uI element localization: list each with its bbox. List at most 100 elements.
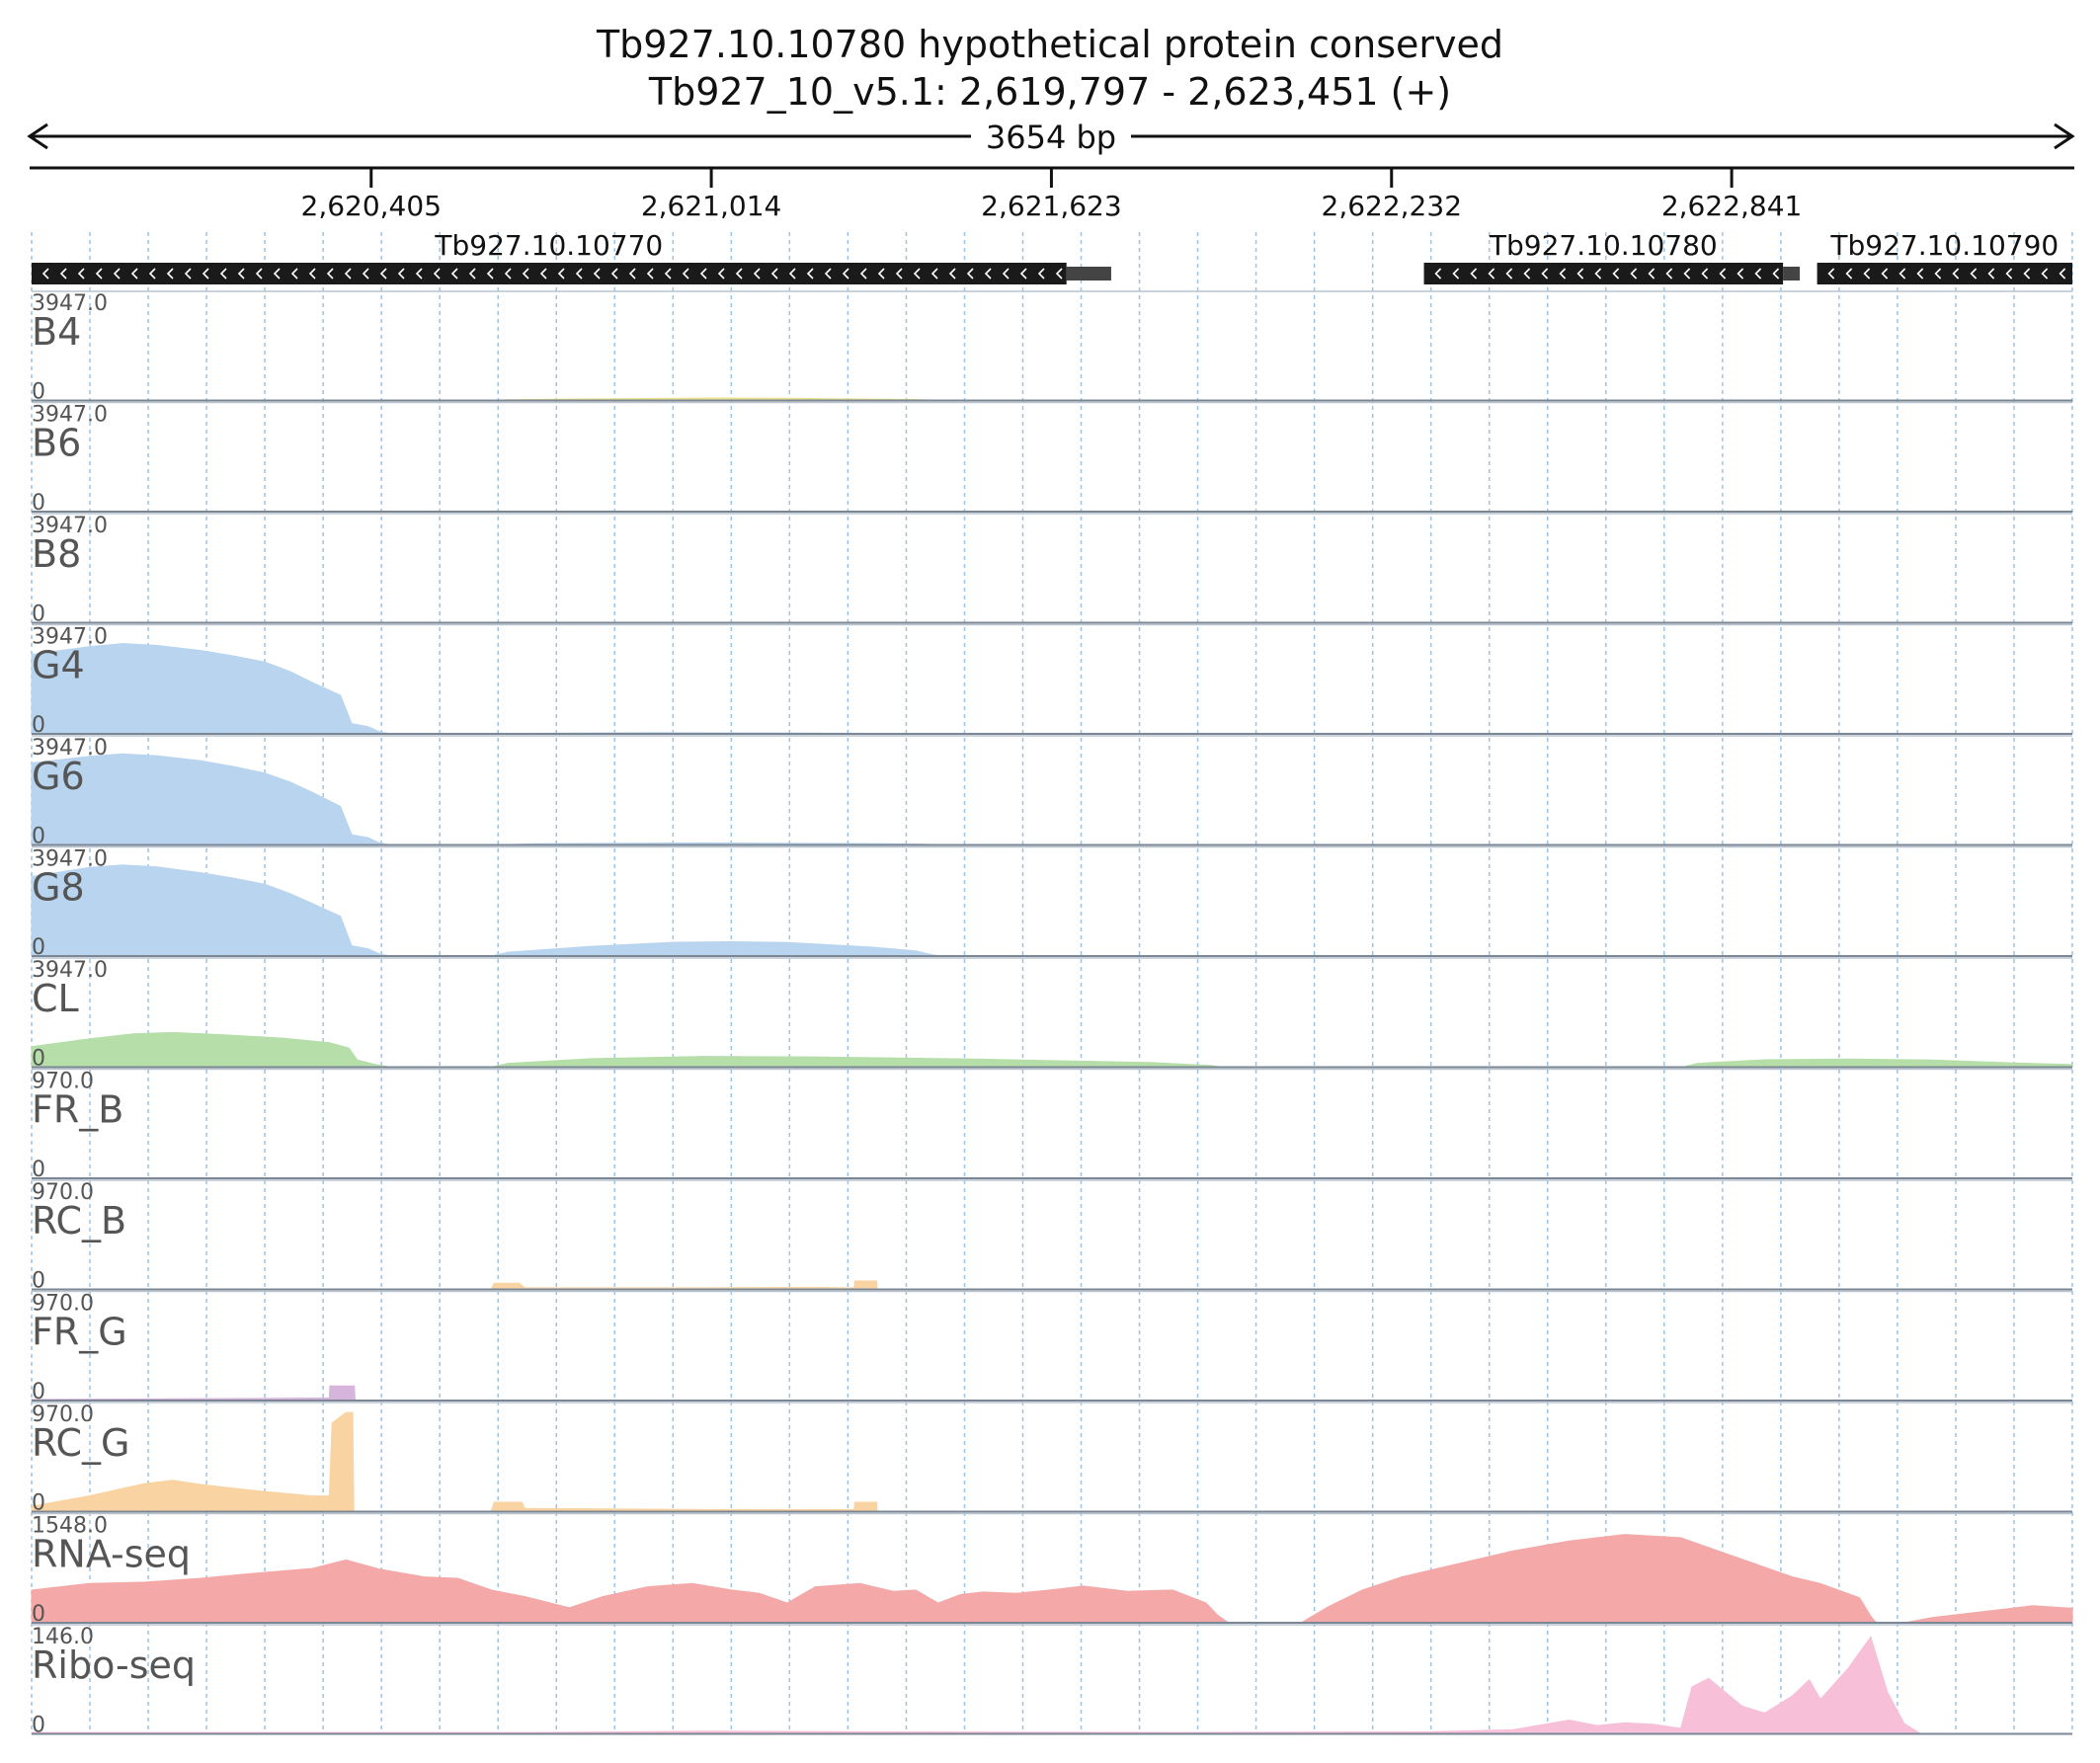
gene-utr (1066, 267, 1111, 280)
track-name: B6 (32, 422, 81, 465)
span-arrow (27, 122, 2075, 150)
strand-arrow (699, 268, 707, 280)
strand-arrow (1523, 268, 1531, 280)
strand-arrow (1488, 268, 1495, 280)
x-tick-label: 2,620,405 (301, 190, 443, 222)
gene-feature[interactable]: Tb927.10.10770 (32, 229, 1111, 284)
gene-label: Tb927.10.10780 (1489, 229, 1718, 262)
strand-arrow (1754, 268, 1762, 280)
strand-arrow (1470, 268, 1478, 280)
track-name: FR_G (32, 1311, 127, 1354)
strand-arrow (1916, 268, 1924, 280)
track-max-label: 146.0 (32, 1625, 94, 1649)
strand-arrow (1452, 268, 1460, 280)
strand-arrow (824, 268, 832, 280)
track-fr_b: 970.0FR_B 0 (32, 1068, 2072, 1182)
gene-feature[interactable]: Tb927.10.10790 (1817, 229, 2072, 284)
strand-arrow (1505, 268, 1513, 280)
strand-arrow (664, 268, 672, 280)
strand-arrow (1970, 268, 1978, 280)
track-name: RC_B (32, 1199, 126, 1242)
track-name: B4 (32, 310, 81, 354)
strand-arrow (610, 268, 618, 280)
strand-arrow (557, 268, 565, 280)
track-name: G8 (32, 866, 85, 910)
track-cl: 3947.0CL 0 (31, 957, 2073, 1072)
track-name: CL (32, 977, 79, 1020)
track-rc_g: 970.0RC_G 0 (31, 1402, 2072, 1516)
strand-arrow (344, 268, 352, 280)
strand-arrow (379, 268, 387, 280)
coverage-area (31, 643, 938, 735)
chart-subtitle: Tb927_10_v5.1: 2,619,797 - 2,623,451 (+) (648, 70, 1451, 114)
strand-arrow (202, 268, 209, 280)
strand-arrow (1037, 268, 1045, 280)
strand-arrow (219, 268, 227, 280)
strand-arrow (41, 268, 49, 280)
strand-arrow (1434, 268, 1442, 280)
strand-arrow (1719, 268, 1727, 280)
gene-annotation-track: Tb927.10.10770 Tb927.10.10780 Tb927.10.107… (32, 229, 2072, 284)
track-max-label: 3947.0 (32, 847, 108, 872)
track-zero-label: 0 (32, 713, 45, 738)
track-max-label: 3947.0 (32, 625, 108, 650)
strand-arrow (966, 268, 974, 280)
gene-utr (1783, 267, 1801, 280)
track-zero-label: 0 (32, 602, 45, 627)
strand-arrow (646, 268, 654, 280)
chart-title: Tb927.10.10780 hypothetical protein cons… (596, 23, 1503, 66)
strand-arrow (788, 268, 796, 280)
strand-arrow (504, 268, 512, 280)
coverage-area (31, 753, 938, 845)
strand-arrow (895, 268, 903, 280)
track-zero-label: 0 (32, 380, 45, 405)
strand-arrow (290, 268, 298, 280)
track-b4: 3947.0B4 0 (31, 290, 2072, 405)
x-tick-label: 2,622,841 (1661, 190, 1803, 222)
strand-arrow (735, 268, 743, 280)
strand-arrow (877, 268, 885, 280)
strand-arrow (1772, 268, 1780, 280)
track-name: G6 (32, 755, 85, 798)
coverage-area (31, 1031, 2073, 1068)
strand-arrow (1055, 268, 1063, 280)
strand-arrow (255, 268, 263, 280)
strand-arrow (1845, 268, 1853, 280)
strand-arrow (433, 268, 441, 280)
strand-arrow (1863, 268, 1871, 280)
strand-arrow (273, 268, 281, 280)
track-max-label: 970.0 (32, 1180, 94, 1205)
strand-arrow (522, 268, 529, 280)
strand-arrow (113, 268, 121, 280)
coverage-tracks: 3947.0B403947.0B603947.0B803947.0G403947… (31, 290, 2073, 1738)
track-name: Ribo-seq (32, 1643, 196, 1687)
strand-arrow (77, 268, 85, 280)
strand-arrow (2059, 268, 2066, 280)
strand-arrow (593, 268, 601, 280)
strand-arrow (539, 268, 547, 280)
strand-arrow (1019, 268, 1027, 280)
track-zero-label: 0 (32, 825, 45, 849)
track-g4: 3947.0G4 0 (31, 623, 2072, 738)
track-g8: 3947.0G8 0 (31, 845, 2072, 960)
strand-arrow (95, 268, 103, 280)
track-max-label: 3947.0 (32, 403, 108, 428)
coverage-area (31, 1411, 878, 1512)
track-name: B8 (32, 532, 81, 576)
strand-arrow (1665, 268, 1673, 280)
strand-arrow (842, 268, 849, 280)
strand-arrow (397, 268, 405, 280)
coverage-area (31, 1636, 1923, 1734)
strand-arrow (930, 268, 938, 280)
strand-arrow (2005, 268, 2013, 280)
track-max-label: 970.0 (32, 1070, 94, 1094)
track-b6: 3947.0B6 0 (32, 401, 2072, 516)
strand-arrow (166, 268, 174, 280)
coverage-area (31, 1534, 2073, 1624)
track-zero-label: 0 (32, 491, 45, 516)
gene-body (1817, 263, 2072, 284)
strand-arrow (1630, 268, 1638, 280)
gene-feature[interactable]: Tb927.10.10780 (1423, 229, 1801, 284)
